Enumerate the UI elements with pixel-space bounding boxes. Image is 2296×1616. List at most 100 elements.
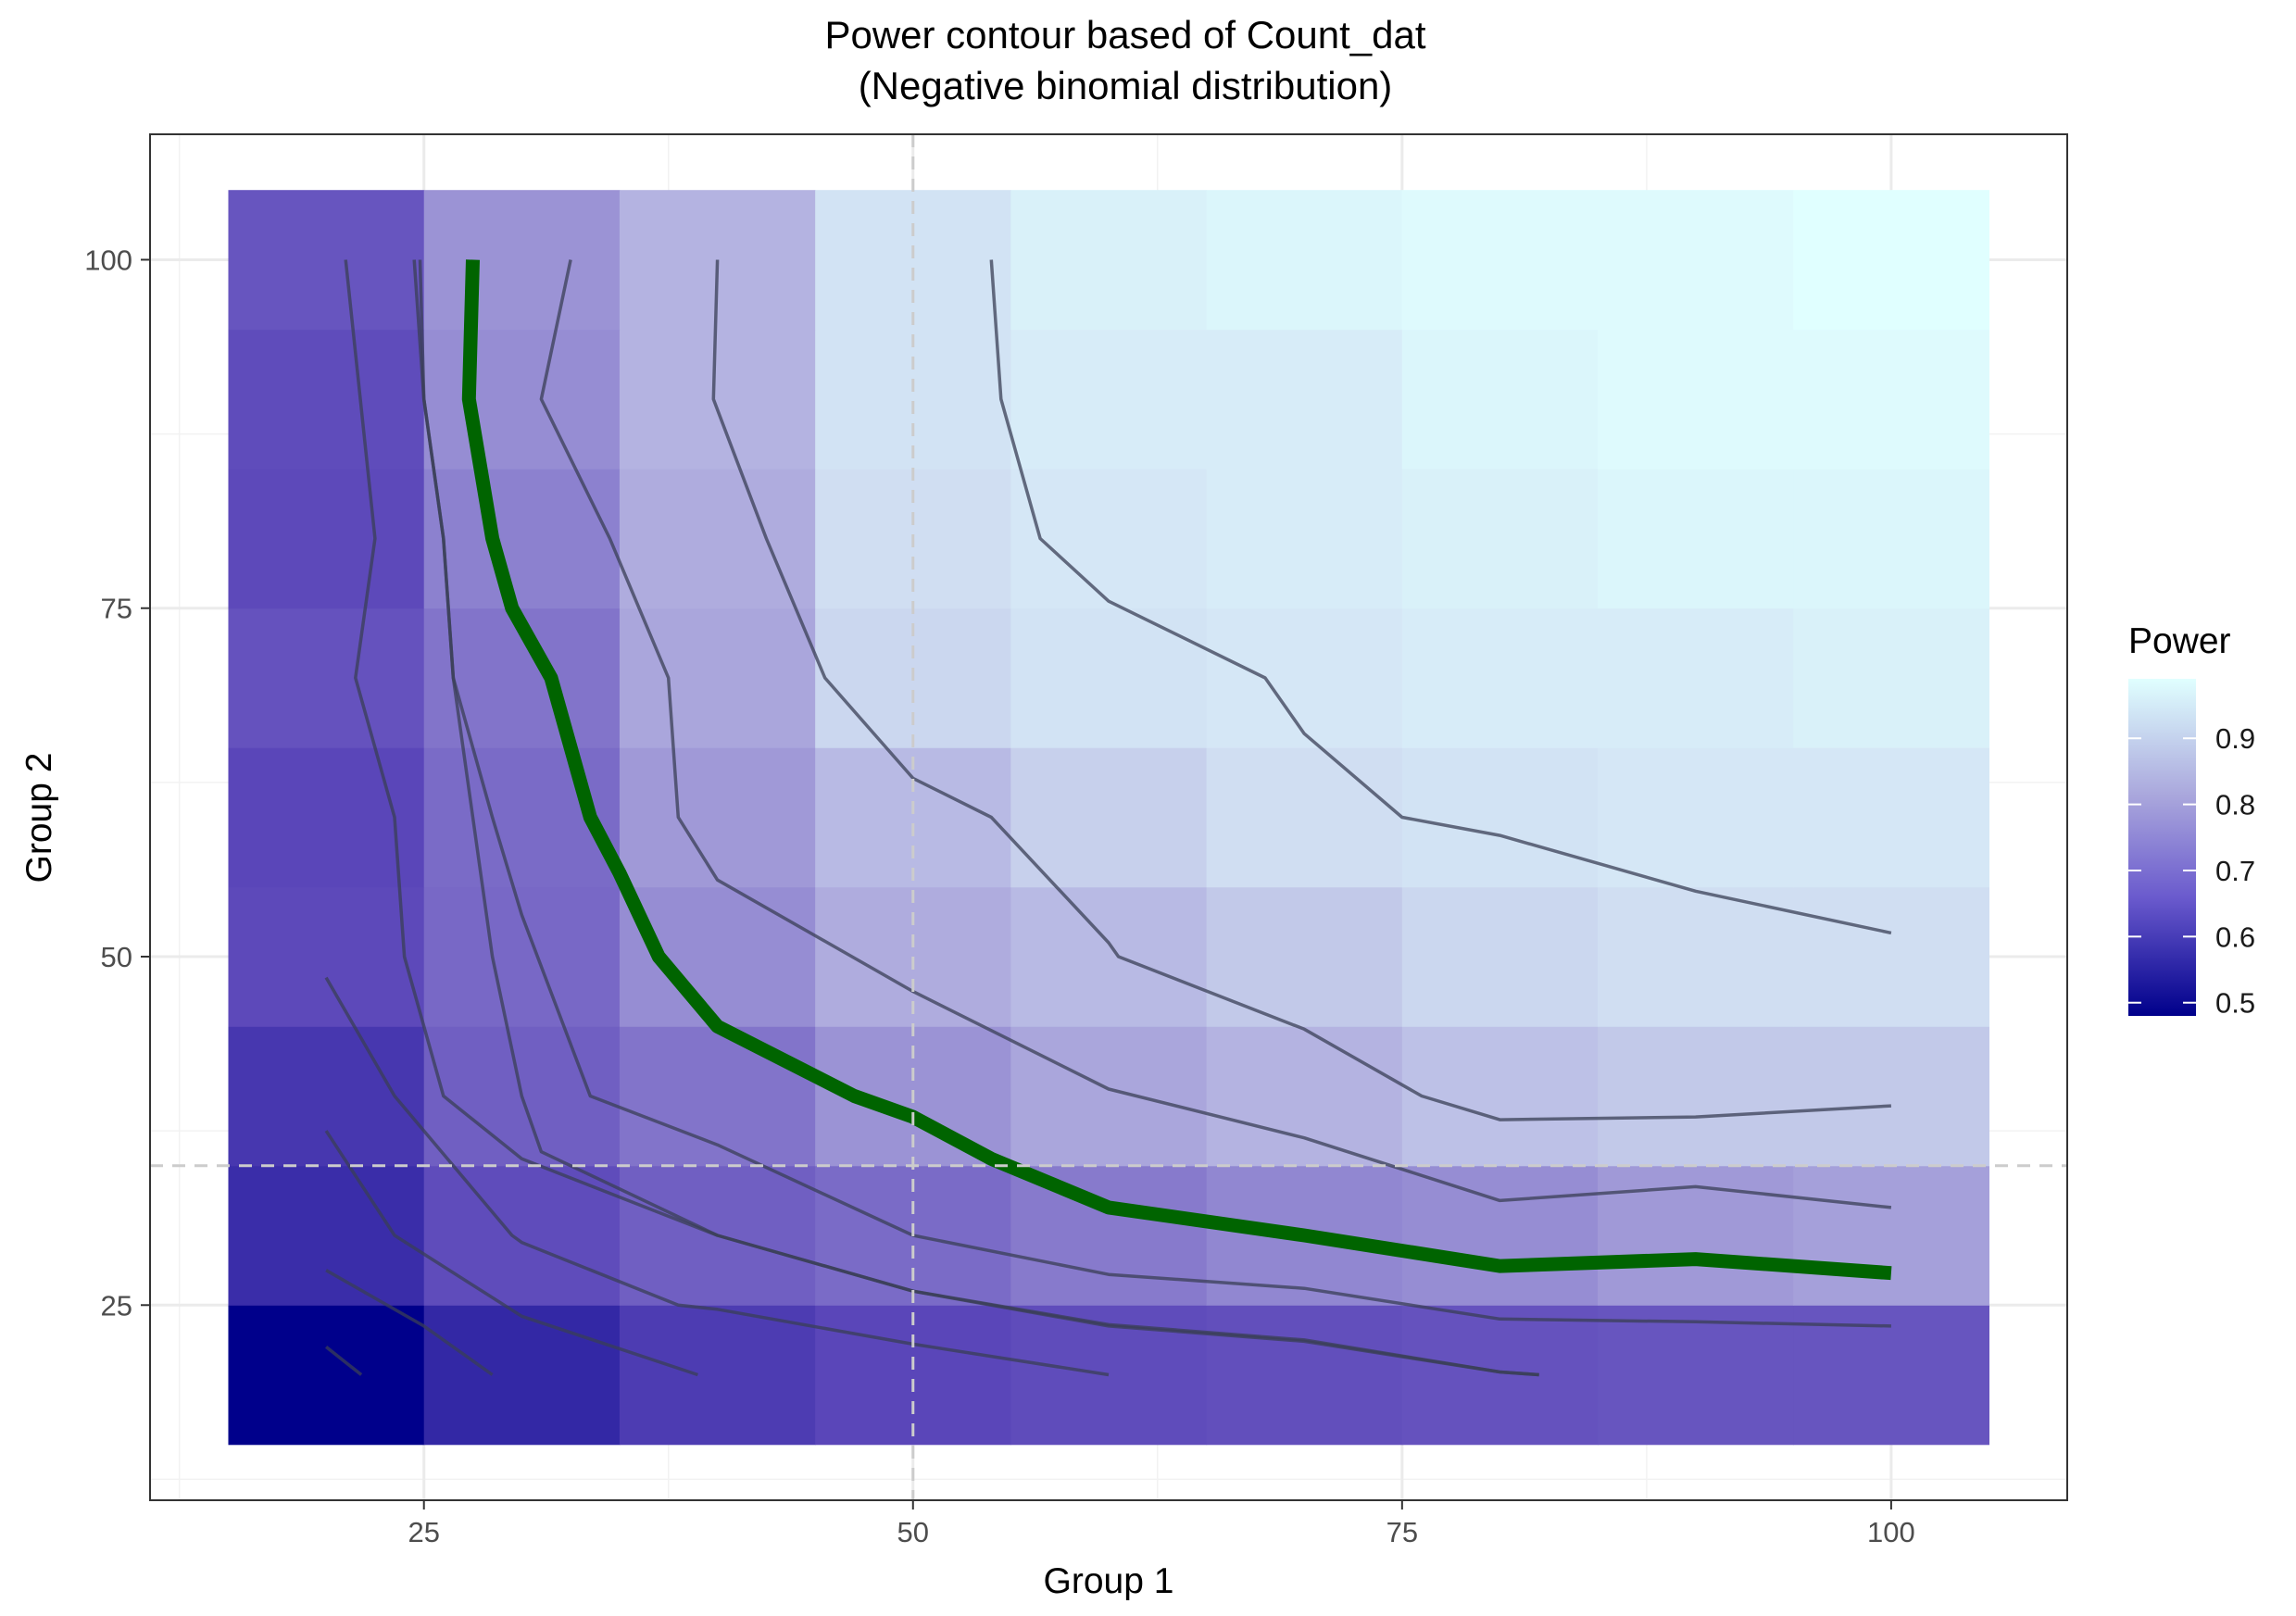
heatmap-tile [1206, 886, 1403, 1027]
heatmap-tile [1206, 190, 1403, 331]
heatmap-tile [1598, 886, 1794, 1027]
legend-tick-label: 0.7 [2215, 855, 2255, 887]
heatmap-tile [423, 886, 621, 1027]
heatmap-tile [1598, 1305, 1794, 1446]
x-tick-label: 25 [408, 1516, 439, 1548]
heatmap-tile [1401, 1305, 1599, 1446]
heatmap-tile [1401, 747, 1599, 888]
power-contour-line [325, 1346, 363, 1376]
heatmap-tile [1206, 608, 1403, 748]
power-contour-line [989, 259, 1892, 935]
heatmap-tile [228, 747, 425, 888]
y-axis-title: Group 2 [19, 753, 59, 883]
power-contour-line [539, 259, 1892, 1209]
y-tick-label: 25 [101, 1289, 132, 1322]
power-contour-line [344, 259, 1539, 1377]
heatmap-tile [228, 1026, 425, 1167]
power-contour-line [325, 1269, 494, 1376]
heatmap-tile [1793, 1165, 1990, 1306]
heatmap-tile [423, 1165, 621, 1306]
heatmap-tile [1793, 1305, 1990, 1446]
heatmap-tiles [228, 190, 1990, 1446]
heatmap-tile [1598, 747, 1794, 888]
reference-lines [150, 134, 2067, 1500]
heatmap-tile [1206, 1026, 1403, 1167]
x-tick-label: 100 [1867, 1516, 1915, 1548]
heatmap-tile [1010, 1165, 1208, 1306]
heatmap-tile [1206, 747, 1403, 888]
legend-tick-label: 0.6 [2215, 921, 2255, 953]
heatmap-tile [1598, 1026, 1794, 1167]
heatmap-tile [1598, 1165, 1794, 1306]
power-contour-line [324, 976, 1110, 1377]
heatmap-tile [1010, 747, 1208, 888]
heatmap-tile [619, 1305, 816, 1446]
heatmap-tile [1793, 329, 1990, 470]
heatmap-tile [1010, 886, 1208, 1027]
heatmap-tile [1401, 329, 1599, 470]
heatmap-tile [1206, 1305, 1403, 1446]
chart-title-line2: (Negative binomial distribution) [859, 64, 1393, 107]
heatmap-tile [228, 1305, 425, 1446]
heatmap-tile [1598, 608, 1794, 748]
heatmap-tile [1598, 190, 1794, 331]
heatmap-tile [423, 1305, 621, 1446]
heatmap-tile [1401, 1026, 1599, 1167]
heatmap-tile [423, 190, 621, 331]
heatmap-tile [1401, 469, 1599, 609]
heatmap-tile [1793, 469, 1990, 609]
heatmap-tile [228, 1165, 425, 1306]
heatmap-tile [1793, 886, 1990, 1027]
heatmap-tile [1401, 190, 1599, 331]
heatmap-tile [619, 329, 816, 470]
contour-lines [324, 259, 1892, 1377]
legend-tick-label: 0.8 [2215, 789, 2255, 821]
heatmap-tile [228, 886, 425, 1027]
heatmap-tile [1598, 469, 1794, 609]
heatmap-tile [1401, 608, 1599, 748]
heatmap-tile [423, 469, 621, 609]
heatmap-tile [1206, 329, 1403, 470]
legend-tick-label: 0.5 [2215, 987, 2255, 1020]
heatmap-tile [1793, 190, 1990, 331]
y-axis-ticks: 25 50 75 100 [84, 244, 150, 1322]
legend: Power 0.5 0.6 0.7 0.8 0.9 [2128, 621, 2255, 1020]
power-contour-line [711, 259, 1891, 1121]
heatmap-tile [619, 1026, 816, 1167]
heatmap-tile [815, 747, 1011, 888]
heatmap-tile [1793, 747, 1990, 888]
legend-tick-label: 0.9 [2215, 722, 2255, 755]
heatmap-tile [619, 469, 816, 609]
heatmap-tile [1793, 608, 1990, 748]
heatmap-tile [1401, 1165, 1599, 1306]
heatmap-tile [619, 886, 816, 1027]
heatmap-tile [1010, 469, 1208, 609]
legend-ticks: 0.5 0.6 0.7 0.8 0.9 [2128, 722, 2255, 1020]
x-axis-ticks: 25 50 75 100 [408, 1500, 1915, 1548]
heatmap-tile [1598, 329, 1794, 470]
x-tick-label: 50 [897, 1516, 929, 1548]
heatmap-tile [619, 608, 816, 748]
plot-panel-border [149, 133, 2068, 1501]
heatmap-tile [423, 329, 621, 470]
x-axis-title: Group 1 [1044, 1561, 1174, 1601]
heatmap-tile [815, 1305, 1011, 1446]
legend-title: Power [2128, 621, 2231, 661]
heatmap-tile [228, 608, 425, 748]
y-tick-label: 100 [84, 244, 132, 276]
heatmap-tile [1010, 1026, 1208, 1167]
heatmap-tile [1793, 1026, 1990, 1167]
target-power-contour [461, 259, 1892, 1281]
heatmap-tile [228, 329, 425, 470]
heatmap-tile [619, 747, 816, 888]
legend-colorbar [2128, 679, 2196, 1016]
heatmap-tile [1010, 608, 1208, 748]
heatmap-tile [228, 469, 425, 609]
power-contour-line [412, 259, 1891, 1328]
heatmap-tile [1010, 190, 1208, 331]
heatmap-tile [1010, 329, 1208, 470]
chart-title-line1: Power contour based of Count_dat [824, 13, 1425, 56]
heatmap-tile [1206, 469, 1403, 609]
heatmap-tile [1401, 886, 1599, 1027]
